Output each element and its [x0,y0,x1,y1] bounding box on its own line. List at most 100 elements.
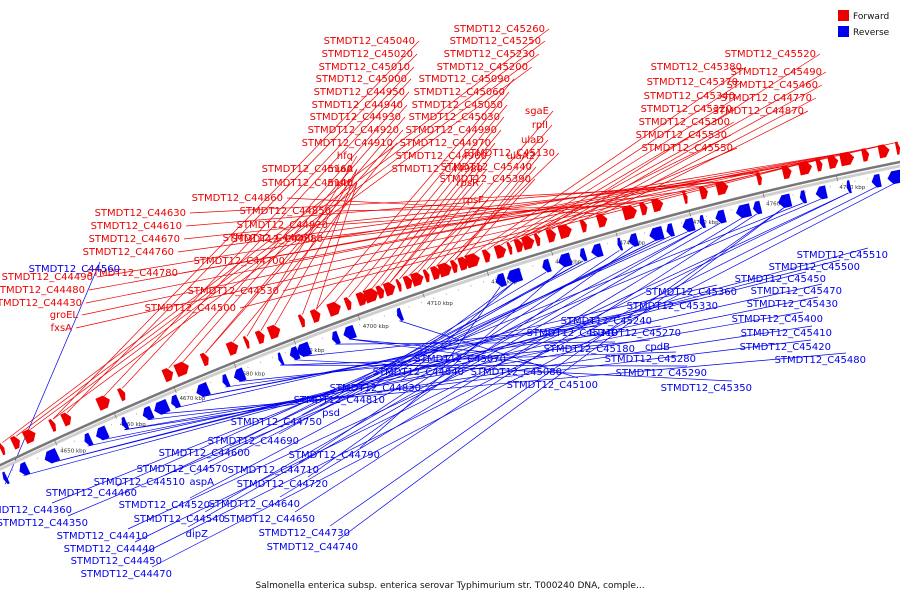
legend-reverse-swatch [838,26,849,37]
reverse-gene-label: STMDT12_C44460 [46,488,137,499]
reverse-leader-line [134,192,849,543]
reverse-gene [277,352,285,366]
forward-gene-label: STMDT12_C44480 [0,285,85,296]
forward-gene-label: STMDT12_C45160 [262,164,353,175]
scale-tick-label: 4710 kbp [427,301,453,307]
forward-gene [621,205,637,221]
reverse-gene [871,173,882,188]
forward-gene-label: STMDT12_C45530 [636,130,727,141]
forward-gene-label: STMDT12_C44980 [392,164,483,175]
forward-gene-label: STMDT12_C44910 [302,138,393,149]
forward-gene-label: STMDT12_C45040 [324,36,415,47]
reverse-leader-line [349,338,487,353]
forward-gene-label: hfq [337,151,353,162]
reverse-gene [222,373,231,388]
reverse-gene [753,200,763,215]
reverse-gene-label: STMDT12_C44720 [237,479,328,490]
forward-gene [21,429,36,445]
forward-leader-line [362,116,505,293]
forward-leader-line [551,71,827,230]
reverse-gene-label: STMDT12_C44750 [231,417,322,428]
map-caption: Salmonella enterica subsp. enterica sero… [255,581,644,591]
reverse-gene-label: STMDT12_C44470 [81,569,172,580]
forward-gene-label: STMDT12_C44970 [400,138,491,149]
reverse-gene [617,237,624,251]
reverse-gene [715,209,727,224]
forward-gene [650,198,664,213]
reverse-gene-label: STMDT12_C44520 [119,500,210,511]
forward-gene-label: ulaA2 [507,151,535,162]
forward-gene [429,266,441,280]
minor-tick [61,446,63,448]
minor-tick [371,319,373,321]
forward-gene-label: STMDT12_C45140 [262,178,353,189]
reverse-gene [296,341,313,358]
forward-gene-label: STMDT12_C45010 [319,62,410,73]
forward-gene [513,238,524,253]
minor-tick [284,351,286,354]
reverse-leader-line [50,259,841,464]
forward-gene [715,181,729,196]
scale-tick [762,192,765,199]
reverse-leader-line [116,231,689,487]
reverse-gene [542,258,552,273]
forward-gene [595,213,608,228]
reverse-leader-line [164,236,671,476]
reverse-gene [397,307,404,321]
leader-lines [2,28,899,568]
reverse-gene-label: STMDT12_C44690 [208,436,299,447]
forward-leader-line [316,78,515,310]
reverse-leader-line [301,260,583,416]
forward-leader-line [282,158,820,292]
reverse-gene [558,252,573,268]
forward-gene-label: sgaE [525,106,549,117]
reverse-gene-label: STMDT12_C45400 [732,314,823,325]
forward-gene-label: STMDT12_C44630 [95,208,186,219]
scale-tick-label: 4650 kbp [60,449,86,455]
reverse-gene [332,330,341,345]
reverse-gene [44,447,61,464]
minor-tick [247,366,249,369]
forward-leader-line [103,66,415,397]
minor-tick [272,356,274,359]
backbone-line [0,160,900,467]
reverse-leader-line [23,247,869,476]
minor-tick [309,342,311,344]
reverse-gene [846,180,852,194]
minor-tick [297,347,299,349]
scale-tick [688,210,692,217]
forward-gene-label: STMDT12_C44490 [2,272,93,283]
forward-gene-label: STMDT12_C45390 [440,174,531,185]
forward-gene [326,301,341,317]
forward-leader-line [96,152,848,278]
reverse-gene [815,185,828,200]
reverse-gene-label: STMDT12_C45350 [661,383,752,394]
forward-leader-line [168,91,410,369]
reverse-leader-line [4,261,101,485]
reverse-gene-label: STMDT12_C45070 [415,354,506,365]
reverse-leader-line [67,198,822,517]
forward-gene [545,228,557,243]
reverse-gene [628,232,640,247]
forward-leader-line [331,202,645,226]
reverse-gene [699,214,706,229]
scale-tick [357,314,361,321]
forward-gene [533,233,541,247]
legend-forward-swatch [838,10,849,21]
minor-tick [210,381,212,384]
reverse-leader-line [189,227,703,499]
reverse-leader-line [174,284,718,409]
forward-gene-label: STMDT12_C45020 [322,49,413,60]
forward-leader-line [205,129,404,354]
forward-gene [579,219,587,233]
reverse-gene [887,169,900,185]
forward-gene [362,288,379,304]
reverse-gene-label: STMDT12_C44360 [0,505,72,516]
forward-leader-line [2,28,550,443]
forward-gene-label: STMDT12_C44670 [89,234,180,245]
reverse-gene-label: aspA [189,477,214,488]
reverse-gene [735,203,753,219]
reverse-leader-line [50,271,807,464]
reverse-leader-line [359,266,565,449]
